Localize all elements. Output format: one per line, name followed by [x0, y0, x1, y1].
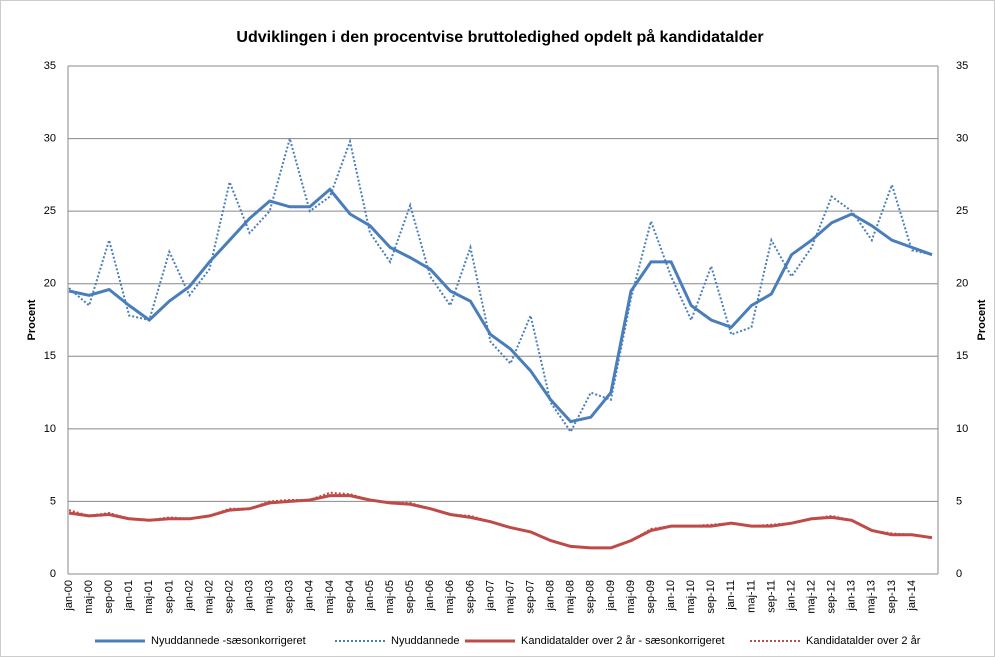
series-line [68, 491, 933, 549]
x-tick-label: jan-08 [545, 580, 557, 612]
x-tick-label: jan-06 [424, 580, 436, 612]
y2-tick-label: 0 [956, 568, 962, 580]
y-tick-label: 10 [44, 423, 56, 435]
x-tick-label: maj-00 [83, 580, 95, 614]
y-tick-label: 15 [44, 350, 56, 362]
x-tick-label: jan-11 [725, 580, 737, 611]
x-tick-label: sep-03 [284, 580, 296, 614]
x-tick-label: maj-02 [203, 580, 215, 614]
x-tick-label: maj-04 [324, 580, 336, 614]
x-tick-label: maj-12 [805, 580, 817, 614]
x-tick-label: maj-09 [625, 580, 637, 614]
x-tick-label: sep-10 [705, 580, 717, 614]
x-tick-label: maj-06 [444, 580, 456, 614]
x-tick-label: maj-01 [143, 580, 155, 614]
x-tick-label: maj-10 [685, 580, 697, 614]
legend-label: Nyuddannede -sæsonkorrigeret [151, 635, 306, 647]
x-tick-label: jan-03 [244, 580, 256, 612]
y-tick-label: 35 [44, 60, 56, 72]
x-tick-label: maj-03 [264, 580, 276, 614]
x-tick-label: sep-01 [163, 580, 175, 614]
legend-label: Kandidatalder over 2 år [806, 635, 921, 647]
x-tick-label: sep-09 [645, 580, 657, 614]
x-tick-label: maj-05 [384, 580, 396, 614]
x-tick-label: maj-07 [504, 580, 516, 614]
legend-label: Kandidatalder over 2 år - sæsonkorrigere… [521, 635, 725, 647]
x-tick-label: jan-04 [304, 580, 316, 612]
x-tick-label: jan-01 [123, 580, 135, 612]
y2-tick-label: 20 [956, 278, 968, 290]
x-tick-label: jan-14 [906, 580, 918, 612]
x-tick-label: sep-06 [464, 580, 476, 614]
x-tick-label: jan-10 [665, 580, 677, 612]
x-tick-label: maj-13 [866, 580, 878, 614]
x-tick-label: jan-00 [63, 580, 75, 612]
x-tick-label: sep-02 [223, 580, 235, 614]
y-tick-label: 25 [44, 205, 56, 217]
y2-tick-label: 25 [956, 205, 968, 217]
y-tick-label: 0 [50, 568, 56, 580]
y-axis-label: Procent [26, 299, 38, 340]
x-tick-label: jan-02 [183, 580, 195, 612]
x-tick-label: sep-13 [886, 580, 898, 614]
x-tick-label: jan-13 [846, 580, 858, 612]
y2-tick-label: 35 [956, 60, 968, 72]
x-tick-label: jan-07 [484, 580, 496, 612]
x-tick-label: jan-09 [605, 580, 617, 612]
legend-label: Nyuddannede [391, 635, 460, 647]
y2-tick-label: 15 [956, 350, 968, 362]
y-tick-label: 20 [44, 278, 56, 290]
x-tick-label: jan-05 [364, 580, 376, 612]
x-tick-label: sep-11 [765, 580, 777, 613]
x-tick-label: sep-05 [404, 580, 416, 614]
y2-axis-label: Procent [976, 299, 988, 340]
x-tick-label: sep-08 [585, 580, 597, 614]
y2-tick-label: 5 [956, 495, 962, 507]
x-tick-label: sep-04 [344, 580, 356, 614]
x-tick-label: sep-00 [103, 580, 115, 614]
x-tick-label: sep-07 [525, 580, 537, 614]
x-tick-label: jan-12 [785, 580, 797, 612]
x-tick-label: maj-11 [745, 580, 757, 613]
x-tick-label: maj-08 [565, 580, 577, 614]
y-tick-label: 5 [50, 495, 56, 507]
series-line [68, 134, 933, 434]
y-tick-label: 30 [44, 132, 56, 144]
y2-tick-label: 30 [956, 132, 968, 144]
y2-tick-label: 10 [956, 423, 968, 435]
chart-title: Udviklingen i den procentvise bruttoledi… [236, 28, 763, 46]
x-tick-label: sep-12 [826, 580, 838, 614]
